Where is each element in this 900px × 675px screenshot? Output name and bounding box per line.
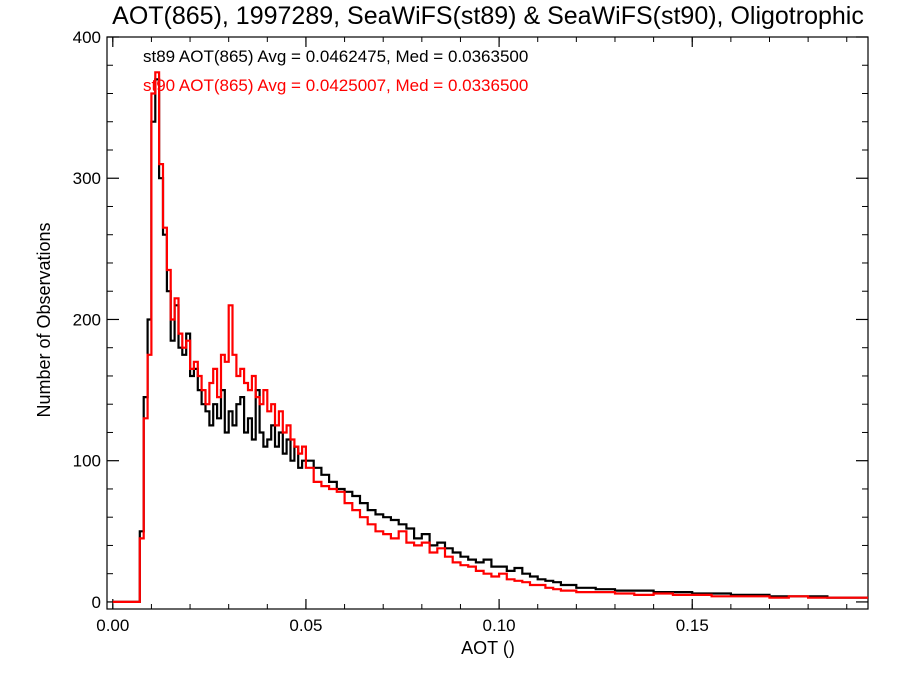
- chart-title: AOT(865), 1997289, SeaWiFS(st89) & SeaWi…: [112, 2, 864, 30]
- series-line-st89: [112, 78, 868, 603]
- y-tick-label: 400: [73, 28, 101, 47]
- plot-frame: [106, 36, 869, 610]
- y-tick-label: 300: [73, 169, 101, 188]
- series-stat-st89: st89 AOT(865) Avg = 0.0462475, Med = 0.0…: [143, 47, 528, 66]
- series-stat-st90: st90 AOT(865) Avg = 0.0425007, Med = 0.0…: [143, 76, 528, 95]
- y-axis-label: Number of Observations: [34, 222, 54, 417]
- series-layer: [112, 71, 868, 603]
- y-tick-label: 0: [92, 593, 101, 612]
- y-tick-label: 200: [73, 310, 101, 329]
- x-tick-label: 0.10: [483, 616, 516, 635]
- series-line-st90: [112, 71, 868, 603]
- axis-tick-labels: 0.00 0.05 0.10 0.15 0 100 200 300 400: [73, 28, 709, 635]
- y-tick-label: 100: [73, 452, 101, 471]
- axis-ticks: [107, 36, 868, 609]
- x-tick-label: 0.00: [96, 616, 129, 635]
- x-tick-label: 0.15: [676, 616, 709, 635]
- x-tick-label: 0.05: [289, 616, 322, 635]
- x-axis-label: AOT (): [461, 638, 515, 658]
